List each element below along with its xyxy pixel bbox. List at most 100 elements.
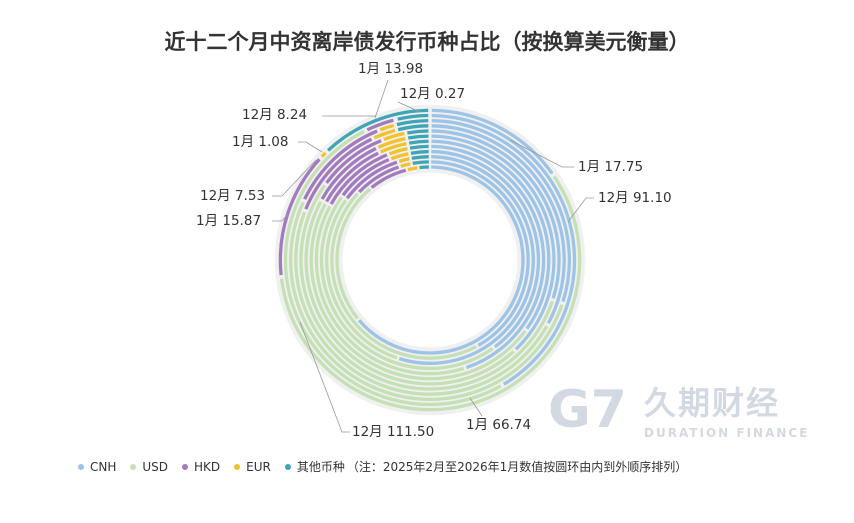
arc-2025-10-CNH[interactable] bbox=[431, 124, 566, 325]
chart-title: 近十二个月中资离岸债发行币种占比（按换算美元衡量） bbox=[164, 30, 690, 54]
arc-2025-10-USD[interactable] bbox=[294, 211, 549, 396]
arc-2025-02-USD[interactable] bbox=[335, 187, 371, 320]
arc-2025-05-CNH[interactable] bbox=[431, 149, 541, 349]
legend-swatch bbox=[234, 463, 241, 470]
data-label: 1月 13.98 bbox=[358, 61, 424, 77]
data-label: 1月 66.74 bbox=[466, 417, 532, 433]
legend-label: CNH bbox=[90, 459, 117, 474]
leader-line bbox=[397, 101, 421, 113]
arc-2025-09-CNH[interactable] bbox=[431, 129, 561, 299]
arc-2025-04-HKD[interactable] bbox=[345, 160, 398, 200]
arc-2025-09-USD[interactable] bbox=[299, 184, 554, 391]
arc-2025-03-USD[interactable] bbox=[330, 192, 478, 360]
arc-2025-04-其他币种[interactable] bbox=[411, 155, 429, 160]
arc-2025-07-EUR[interactable] bbox=[380, 142, 407, 154]
arc-2025-07-其他币种[interactable] bbox=[408, 139, 429, 145]
arc-2025-03-CNH[interactable] bbox=[431, 160, 530, 347]
leader-line bbox=[509, 139, 574, 168]
watermark-mark: G7 bbox=[548, 380, 627, 440]
data-label: 12月 0.27 bbox=[400, 86, 466, 102]
arc-2025-02-HKD[interactable] bbox=[370, 168, 407, 189]
arc-2026-01-EUR[interactable] bbox=[320, 151, 327, 158]
legend-label: EUR bbox=[246, 459, 271, 474]
arc-2025-03-EUR[interactable] bbox=[400, 162, 411, 168]
leader-line bbox=[298, 141, 323, 153]
arc-2025-06-其他币种[interactable] bbox=[409, 144, 429, 150]
arc-2025-12-HKD[interactable] bbox=[366, 118, 394, 132]
watermark-en: DURATION FINANCE bbox=[644, 426, 810, 440]
arc-2026-01-USD[interactable] bbox=[279, 175, 582, 412]
arc-2025-11-USD[interactable] bbox=[289, 201, 564, 401]
arc-2025-02-EUR[interactable] bbox=[407, 166, 418, 172]
legend: CNH USD HKD EUR 其他币种 （注：2025年2月至2026年1月数… bbox=[78, 458, 687, 475]
leader-line bbox=[272, 159, 317, 197]
arc-2025-05-USD[interactable] bbox=[319, 196, 494, 371]
leader-line bbox=[272, 213, 289, 222]
arc-2025-05-其他币种[interactable] bbox=[410, 149, 429, 155]
legend-item-hkd[interactable]: HKD bbox=[182, 460, 220, 474]
data-label: 1月 15.87 bbox=[196, 213, 262, 229]
arc-2025-04-USD[interactable] bbox=[325, 199, 398, 360]
arc-2025-04-EUR[interactable] bbox=[398, 157, 410, 163]
arc-2025-06-HKD[interactable] bbox=[329, 153, 388, 205]
arc-2025-11-其他币种[interactable] bbox=[396, 119, 429, 127]
arc-2025-04-CNH[interactable] bbox=[398, 155, 535, 365]
watermark-logo: G7 久期财经 DURATION FINANCE bbox=[548, 380, 848, 450]
arc-2025-12-其他币种[interactable] bbox=[397, 113, 429, 121]
arc-2025-11-EUR[interactable] bbox=[379, 123, 395, 132]
leader-line bbox=[374, 79, 389, 119]
legend-note: （注：2025年2月至2026年1月数值按圆环由内到外顺序排列） bbox=[346, 460, 688, 474]
arc-2025-02-CNH[interactable] bbox=[357, 165, 525, 355]
arc-2025-08-USD[interactable] bbox=[304, 200, 515, 386]
arc-2025-09-EUR[interactable] bbox=[383, 131, 405, 141]
arc-2025-08-HKD[interactable] bbox=[320, 147, 377, 200]
data-label: 1月 17.75 bbox=[578, 159, 644, 175]
legend-swatch bbox=[182, 463, 189, 470]
arc-2025-07-USD[interactable] bbox=[309, 203, 527, 381]
arc-2025-05-EUR[interactable] bbox=[390, 152, 409, 161]
watermark-cn: 久期财经 bbox=[644, 384, 781, 422]
arc-2025-06-EUR[interactable] bbox=[388, 147, 408, 156]
data-label: 12月 8.24 bbox=[242, 107, 308, 123]
arc-2026-01-HKD[interactable] bbox=[278, 158, 321, 276]
leader-line bbox=[299, 321, 350, 433]
arc-2025-06-CNH[interactable] bbox=[431, 144, 546, 370]
arc-2025-07-CNH[interactable] bbox=[431, 139, 551, 330]
arc-2026-01-其他币种[interactable] bbox=[326, 108, 429, 152]
arc-2026-01-CNH[interactable] bbox=[431, 108, 554, 175]
data-label: 12月 111.50 bbox=[352, 424, 435, 440]
leader-line bbox=[567, 197, 594, 223]
arc-2025-06-USD[interactable] bbox=[314, 205, 465, 376]
arc-2025-03-HKD[interactable] bbox=[358, 165, 400, 194]
arc-2025-10-EUR[interactable] bbox=[373, 128, 396, 140]
legend-label: HKD bbox=[194, 459, 221, 474]
arc-2025-11-HKD[interactable] bbox=[303, 129, 378, 200]
arc-2025-05-HKD[interactable] bbox=[341, 158, 390, 197]
legend-swatch bbox=[78, 463, 84, 470]
arc-2025-07-HKD[interactable] bbox=[325, 151, 379, 203]
arc-2025-09-其他币种[interactable] bbox=[407, 129, 429, 135]
arc-2025-08-CNH[interactable] bbox=[431, 134, 556, 351]
donut-background bbox=[274, 104, 586, 416]
arc-2025-10-HKD[interactable] bbox=[304, 137, 373, 210]
legend-label: 其他币种 bbox=[296, 460, 345, 474]
arc-2025-08-EUR[interactable] bbox=[377, 136, 406, 149]
arc-2025-09-HKD[interactable] bbox=[325, 139, 382, 184]
legend-label: USD bbox=[142, 459, 169, 474]
data-label: 12月 7.53 bbox=[200, 188, 266, 204]
arc-2025-10-其他币种[interactable] bbox=[397, 124, 429, 132]
legend-item-usd[interactable]: USD bbox=[130, 460, 168, 474]
arc-2025-03-其他币种[interactable] bbox=[412, 160, 429, 166]
arc-2025-11-CNH[interactable] bbox=[431, 119, 571, 302]
arc-2025-12-CNH[interactable] bbox=[431, 113, 577, 386]
data-label: 12月 91.10 bbox=[598, 190, 672, 206]
legend-item-eur[interactable]: EUR bbox=[234, 460, 271, 474]
arc-2025-08-其他币种[interactable] bbox=[407, 134, 429, 140]
arc-2025-02-其他币种[interactable] bbox=[419, 165, 429, 170]
legend-swatch bbox=[130, 463, 137, 470]
legend-item-other[interactable]: 其他币种 bbox=[284, 458, 345, 475]
legend-swatch bbox=[284, 463, 291, 470]
data-label: 1月 1.08 bbox=[232, 134, 289, 150]
legend-item-cnh[interactable]: CNH bbox=[78, 460, 116, 474]
